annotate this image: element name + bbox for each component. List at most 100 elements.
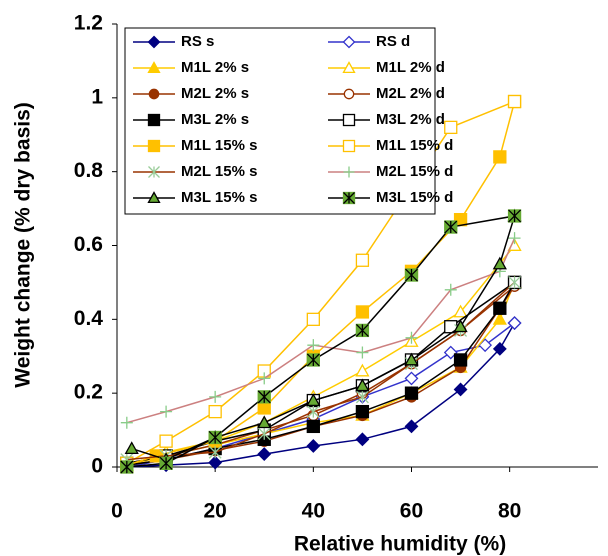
- marker: [160, 405, 173, 418]
- marker: [404, 371, 419, 386]
- legend-label: M2L 15% d: [376, 163, 453, 180]
- series-line: [126, 101, 516, 466]
- marker: [124, 441, 139, 454]
- marker-shape: [443, 345, 458, 360]
- marker-shape: [147, 35, 161, 49]
- marker-shape: [208, 455, 223, 470]
- marker: [404, 268, 419, 282]
- marker-shape: [208, 404, 222, 419]
- marker: [478, 338, 493, 353]
- marker: [342, 113, 356, 127]
- marker-shape: [453, 319, 468, 333]
- marker-shape: [355, 432, 370, 447]
- marker: [507, 94, 522, 109]
- legend-label: M3L 15% d: [376, 189, 453, 206]
- legend-label: M3L 2% d: [376, 111, 445, 128]
- x-tick-label: 40: [302, 500, 325, 523]
- marker-shape: [405, 331, 418, 344]
- legend-label: RS s: [181, 33, 214, 50]
- x-tick-label: 60: [400, 500, 423, 523]
- marker: [257, 447, 272, 461]
- marker: [120, 416, 133, 429]
- x-tick-label: 80: [498, 500, 521, 523]
- series-line: [131, 215, 516, 461]
- marker-shape: [404, 419, 419, 434]
- marker-shape: [478, 338, 493, 353]
- marker: [492, 256, 507, 270]
- marker: [453, 319, 468, 333]
- marker: [356, 346, 369, 359]
- x-tick-label: 0: [111, 500, 123, 523]
- marker-shape: [405, 268, 418, 282]
- marker-shape: [507, 316, 522, 330]
- marker-shape: [355, 323, 369, 337]
- marker: [257, 401, 271, 415]
- marker-shape: [355, 404, 370, 419]
- legend-label: M3L 15% s: [181, 189, 257, 206]
- marker: [404, 386, 419, 400]
- series-line: [126, 285, 516, 466]
- legend-label: M1L 2% s: [181, 59, 249, 76]
- marker-shape: [160, 405, 173, 418]
- marker: [508, 275, 522, 289]
- marker: [443, 345, 458, 360]
- marker: [343, 166, 355, 178]
- marker: [508, 232, 521, 245]
- series-line: [126, 237, 516, 424]
- marker: [159, 434, 173, 448]
- marker-shape: [306, 393, 321, 406]
- marker: [342, 139, 356, 153]
- marker-shape: [492, 256, 507, 270]
- legend-label: M2L 2% d: [376, 85, 445, 102]
- marker-shape: [444, 283, 457, 296]
- legend: RS s RS d M1L 2% s M1L 2% d M2L 2% s M2L 2% d…: [124, 27, 453, 215]
- marker-shape: [159, 456, 173, 470]
- marker-shape: [148, 88, 160, 100]
- marker-shape: [147, 139, 161, 153]
- x-tick-label: 20: [203, 500, 226, 523]
- marker: [444, 220, 458, 234]
- marker-shape: [342, 35, 356, 49]
- marker: [306, 405, 320, 419]
- marker: [342, 35, 356, 49]
- marker-shape: [508, 232, 521, 245]
- marker: [444, 283, 457, 296]
- marker: [208, 404, 222, 419]
- marker-shape: [306, 353, 320, 367]
- marker: [257, 427, 271, 441]
- marker: [147, 61, 161, 74]
- marker: [355, 390, 369, 404]
- marker-shape: [306, 405, 320, 419]
- marker: [492, 341, 507, 356]
- marker-shape: [343, 166, 355, 178]
- marker: [208, 430, 222, 445]
- marker-shape: [355, 378, 370, 392]
- marker: [209, 390, 222, 403]
- legend-label: M2L 2% s: [181, 85, 249, 102]
- marker: [147, 113, 161, 127]
- marker-shape: [306, 419, 320, 434]
- legend-label: M1L 15% d: [376, 137, 453, 154]
- marker-shape: [404, 352, 419, 366]
- marker-shape: [257, 401, 271, 415]
- marker: [355, 378, 370, 392]
- marker: [355, 305, 370, 319]
- marker-shape: [124, 441, 139, 454]
- marker: [355, 404, 370, 419]
- marker: [159, 456, 173, 470]
- marker-shape: [209, 390, 222, 403]
- marker-shape: [355, 253, 370, 267]
- marker: [342, 191, 356, 205]
- marker: [492, 311, 507, 325]
- marker-shape: [453, 304, 468, 318]
- marker-shape: [355, 363, 370, 377]
- marker: [405, 331, 418, 344]
- y-tick-label: 0: [91, 455, 103, 478]
- y-tick-label: 0.6: [74, 233, 103, 256]
- legend-label: RS d: [376, 33, 410, 50]
- marker-shape: [307, 339, 320, 352]
- marker: [404, 352, 419, 366]
- marker-shape: [342, 139, 356, 153]
- marker-shape: [355, 390, 369, 404]
